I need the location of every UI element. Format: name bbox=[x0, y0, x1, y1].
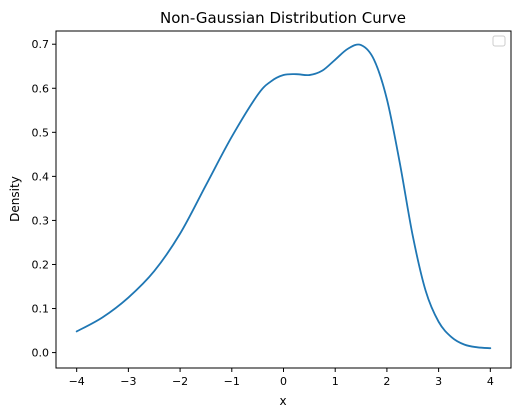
x-tick-label: −4 bbox=[69, 375, 85, 388]
x-tick-label: −3 bbox=[120, 375, 136, 388]
y-tick-label: 0.7 bbox=[32, 38, 50, 51]
y-tick-label: 0.0 bbox=[32, 347, 50, 360]
axis-ticks: −4 −3 −2 −1 0 1 2 3 4 0.0 0.1 0.2 0.3 0.4 0.5 0.6 0.7 bbox=[32, 38, 494, 388]
chart-title: Non-Gaussian Distribution Curve bbox=[160, 9, 406, 27]
y-tick-label: 0.3 bbox=[32, 214, 50, 227]
y-tick-label: 0.6 bbox=[32, 82, 50, 95]
plot-frame bbox=[55, 30, 512, 369]
y-tick-label: 0.1 bbox=[32, 303, 50, 316]
y-tick-label: 0.5 bbox=[32, 126, 50, 139]
x-tick-label: −1 bbox=[224, 375, 240, 388]
plot-area bbox=[75, 43, 492, 350]
x-tick-label: −2 bbox=[172, 375, 188, 388]
x-tick-label: 1 bbox=[332, 375, 339, 388]
x-axis-label: x bbox=[279, 394, 286, 408]
density-curve bbox=[75, 43, 492, 350]
x-tick-label: 2 bbox=[383, 375, 390, 388]
x-tick-label: 0 bbox=[280, 375, 287, 388]
x-tick-label: 3 bbox=[435, 375, 442, 388]
y-tick-label: 0.4 bbox=[32, 170, 50, 183]
y-axis-label: Density bbox=[8, 176, 22, 222]
x-tick-label: 4 bbox=[487, 375, 494, 388]
legend-box bbox=[492, 35, 506, 47]
y-tick-label: 0.2 bbox=[32, 258, 50, 271]
